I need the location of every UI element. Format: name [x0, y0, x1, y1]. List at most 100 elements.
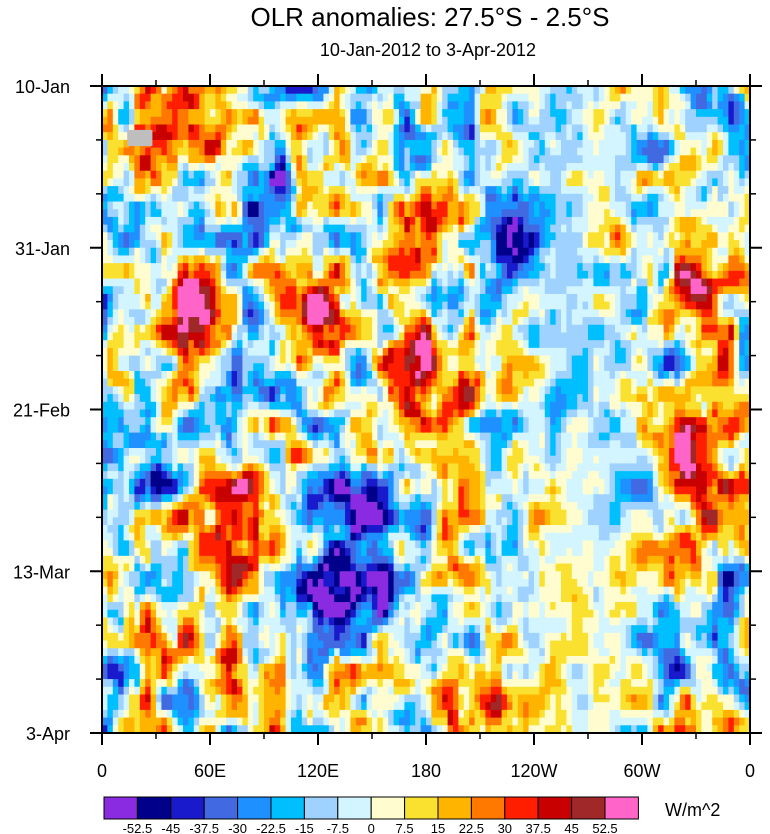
heatmap-cell — [118, 301, 125, 310]
heatmap-cell — [696, 378, 702, 387]
heatmap-cell — [366, 370, 373, 380]
heatmap-cell — [598, 394, 605, 403]
heatmap-cell — [123, 301, 130, 310]
heatmap-cell — [679, 155, 686, 164]
heatmap-cell — [323, 93, 330, 102]
heatmap-cell — [123, 109, 130, 118]
heatmap-cell — [442, 170, 449, 180]
heatmap-cell — [323, 263, 330, 272]
heatmap-cell — [285, 147, 292, 156]
heatmap-cell — [550, 340, 557, 349]
heatmap-cell — [134, 386, 141, 395]
heatmap-cell — [517, 139, 524, 149]
heatmap-cell — [420, 370, 427, 380]
heatmap-cell — [393, 378, 400, 387]
heatmap-cell — [172, 132, 179, 141]
heatmap-cell — [210, 270, 216, 280]
heatmap-cell — [102, 232, 108, 241]
heatmap-cell — [723, 116, 729, 126]
heatmap-cell — [496, 147, 503, 156]
heatmap-cell — [517, 116, 524, 126]
heatmap-cell — [253, 93, 260, 102]
heatmap-cell — [625, 363, 632, 372]
heatmap-cell — [631, 232, 638, 241]
heatmap-cell — [382, 293, 389, 303]
heatmap-cell — [453, 186, 459, 195]
heatmap-cell — [328, 109, 335, 118]
heatmap-cell — [501, 116, 508, 126]
heatmap-cell — [393, 309, 400, 318]
heatmap-cell — [301, 155, 308, 164]
heatmap-cell — [604, 216, 611, 226]
heatmap-cell — [301, 139, 308, 149]
heatmap-cell — [436, 355, 443, 364]
heatmap-cell — [415, 163, 422, 172]
heatmap-cell — [517, 370, 524, 380]
heatmap-cell — [544, 147, 551, 156]
heatmap-cell — [469, 139, 476, 149]
heatmap-cell — [123, 101, 130, 110]
heatmap-cell — [690, 286, 697, 295]
heatmap-cell — [642, 186, 648, 195]
heatmap-cell — [301, 201, 308, 210]
heatmap-cell — [307, 178, 314, 187]
heatmap-cell — [517, 178, 524, 187]
heatmap-cell — [631, 224, 638, 233]
heatmap-cell — [269, 232, 276, 241]
heatmap-cell — [436, 224, 443, 233]
heatmap-cell — [625, 232, 632, 241]
heatmap-cell — [242, 370, 249, 380]
heatmap-cell — [215, 224, 222, 233]
heatmap-cell — [199, 263, 206, 272]
heatmap-cell — [604, 286, 611, 295]
heatmap-cell — [220, 163, 227, 172]
heatmap-cell — [436, 286, 443, 295]
heatmap-cell — [679, 178, 686, 187]
heatmap-cell — [350, 109, 357, 118]
heatmap-cell — [269, 317, 276, 326]
heatmap-cell — [701, 301, 708, 310]
heatmap-cell — [431, 193, 438, 203]
heatmap-cell — [253, 163, 260, 172]
heatmap-cell — [739, 263, 746, 272]
heatmap-cell — [469, 86, 476, 95]
heatmap-cell — [366, 155, 373, 164]
heatmap-cell — [739, 332, 746, 341]
heatmap-cell — [658, 139, 665, 149]
heatmap-cell — [129, 209, 135, 218]
heatmap-cell — [345, 247, 351, 257]
heatmap-cell — [301, 347, 308, 357]
heatmap-cell — [139, 270, 146, 280]
heatmap-cell — [280, 363, 287, 372]
heatmap-cell — [188, 209, 195, 218]
heatmap-cell — [409, 293, 416, 303]
heatmap-cell — [123, 224, 130, 233]
heatmap-cell — [561, 247, 567, 257]
heatmap-cell — [550, 386, 557, 395]
heatmap-cell — [588, 93, 594, 102]
heatmap-cell — [544, 116, 551, 126]
heatmap-cell — [512, 139, 519, 149]
heatmap-cell — [328, 124, 335, 133]
heatmap-cell — [615, 355, 621, 364]
heatmap-cell — [539, 93, 546, 102]
heatmap-cell — [382, 101, 389, 110]
heatmap-cell — [458, 109, 465, 118]
heatmap-cell — [609, 394, 616, 403]
heatmap-cell — [301, 278, 308, 287]
heatmap-cell — [231, 270, 238, 280]
heatmap-cell — [631, 116, 638, 126]
heatmap-cell — [150, 278, 157, 287]
heatmap-cell — [431, 309, 438, 318]
heatmap-cell — [669, 386, 675, 395]
heatmap-cell — [728, 216, 735, 226]
heatmap-cell — [129, 155, 135, 164]
heatmap-cell — [237, 93, 243, 102]
heatmap-cell — [296, 370, 303, 380]
heatmap-cell — [199, 186, 206, 195]
heatmap-cell — [145, 378, 152, 387]
heatmap-cell — [404, 209, 411, 218]
heatmap-cell — [561, 132, 567, 141]
heatmap-cell — [420, 401, 427, 411]
heatmap-cell — [669, 93, 675, 102]
